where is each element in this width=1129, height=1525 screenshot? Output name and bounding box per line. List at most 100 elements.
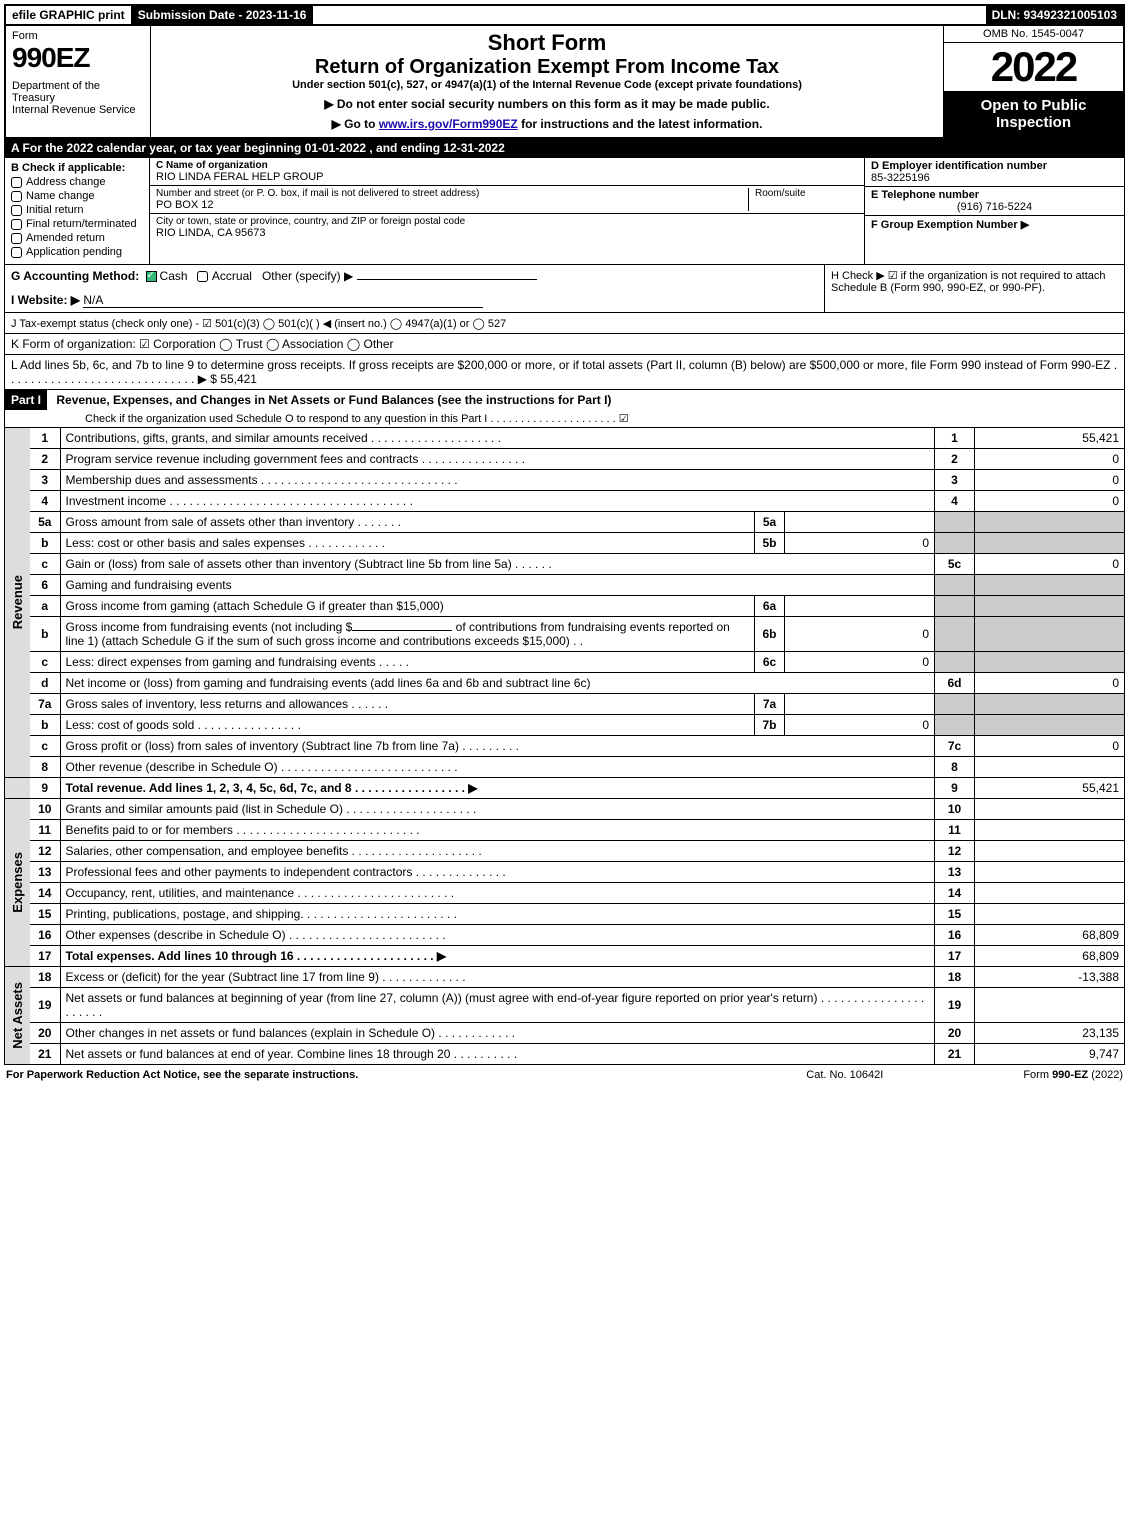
- line-5b-val: 0: [785, 533, 935, 554]
- line-21-desc: Net assets or fund balances at end of ye…: [60, 1044, 935, 1065]
- line-19-desc: Net assets or fund balances at beginning…: [60, 988, 935, 1023]
- telephone-cell: E Telephone number (916) 716-5224: [865, 187, 1124, 216]
- form-of-organization: K Form of organization: ☑ Corporation ◯ …: [4, 334, 1125, 355]
- line-15-desc: Printing, publications, postage, and shi…: [60, 904, 935, 925]
- b-label: B Check if applicable:: [11, 162, 143, 174]
- block-c-org: C Name of organization RIO LINDA FERAL H…: [150, 158, 864, 264]
- line-11-desc: Benefits paid to or for members . . . . …: [60, 820, 935, 841]
- line-4-desc: Investment income . . . . . . . . . . . …: [60, 491, 935, 512]
- header-right: OMB No. 1545-0047 2022 Open to Public In…: [943, 26, 1123, 137]
- part1-label: Part I: [5, 390, 47, 410]
- line-6d-val: 0: [975, 673, 1125, 694]
- line-17-desc: Total expenses. Add lines 10 through 16 …: [60, 946, 935, 967]
- line-7b-val: 0: [785, 715, 935, 736]
- line-8-val: [975, 757, 1125, 778]
- line-18-desc: Excess or (deficit) for the year (Subtra…: [60, 967, 935, 988]
- line-4-val: 0: [975, 491, 1125, 512]
- line-5c-val: 0: [975, 554, 1125, 575]
- city-cell: City or town, state or province, country…: [150, 214, 864, 241]
- line-7c-val: 0: [975, 736, 1125, 757]
- irs-link-line: ▶ Go to www.irs.gov/Form990EZ for instru…: [157, 117, 937, 131]
- line-15-val: [975, 904, 1125, 925]
- org-street: PO BOX 12: [156, 199, 748, 211]
- group-exemption-cell: F Group Exemption Number ▶: [865, 216, 1124, 264]
- line-5c-desc: Gain or (loss) from sale of assets other…: [60, 554, 935, 575]
- row-gh: G Accounting Method: Cash Accrual Other …: [4, 265, 1125, 313]
- org-city: RIO LINDA, CA 95673: [156, 227, 858, 239]
- chk-cash[interactable]: [146, 271, 157, 282]
- line-6a-desc: Gross income from gaming (attach Schedul…: [60, 596, 755, 617]
- line-14-val: [975, 883, 1125, 904]
- chk-name-change[interactable]: Name change: [11, 190, 143, 202]
- line-5a-val: [785, 512, 935, 533]
- line-2-val: 0: [975, 449, 1125, 470]
- paperwork-notice: For Paperwork Reduction Act Notice, see …: [6, 1069, 358, 1081]
- website-value: N/A: [83, 293, 483, 308]
- line-13-val: [975, 862, 1125, 883]
- line-1-num: 1: [30, 428, 60, 449]
- short-form-label: Short Form: [157, 30, 937, 56]
- dln: DLN: 93492321005103: [986, 6, 1123, 24]
- line-12-val: [975, 841, 1125, 862]
- line-21-val: 9,747: [975, 1044, 1125, 1065]
- chk-initial-return[interactable]: Initial return: [11, 204, 143, 216]
- line-9-val: 55,421: [975, 778, 1125, 799]
- tax-year: 2022: [944, 43, 1123, 91]
- line-14-desc: Occupancy, rent, utilities, and maintena…: [60, 883, 935, 904]
- line-1-desc: Contributions, gifts, grants, and simila…: [60, 428, 935, 449]
- row-a-tax-year: A For the 2022 calendar year, or tax yea…: [4, 139, 1125, 158]
- accounting-method: G Accounting Method: Cash Accrual Other …: [5, 265, 824, 312]
- open-inspection: Open to Public Inspection: [944, 91, 1123, 137]
- chk-application-pending[interactable]: Application pending: [11, 246, 143, 258]
- block-b-checkboxes: B Check if applicable: Address change Na…: [5, 158, 150, 264]
- org-name: RIO LINDA FERAL HELP GROUP: [156, 171, 858, 183]
- chk-amended-return[interactable]: Amended return: [11, 232, 143, 244]
- part1-header: Part I Revenue, Expenses, and Changes in…: [4, 390, 1125, 428]
- line-7b-desc: Less: cost of goods sold . . . . . . . .…: [60, 715, 755, 736]
- form-id-footer: Form 990-EZ (2022): [1023, 1069, 1123, 1081]
- gross-receipts: L Add lines 5b, 6c, and 7b to line 9 to …: [4, 355, 1125, 390]
- line-5a-desc: Gross amount from sale of assets other t…: [60, 512, 755, 533]
- line-10-val: [975, 799, 1125, 820]
- line-6a-val: [785, 596, 935, 617]
- line-6d-desc: Net income or (loss) from gaming and fun…: [60, 673, 935, 694]
- block-def: D Employer identification number 85-3225…: [864, 158, 1124, 264]
- line-3-val: 0: [975, 470, 1125, 491]
- ein-value: 85-3225196: [871, 172, 1118, 184]
- line-17-val: 68,809: [975, 946, 1125, 967]
- chk-address-change[interactable]: Address change: [11, 176, 143, 188]
- website-label: I Website: ▶: [11, 293, 80, 307]
- line-16-val: 68,809: [975, 925, 1125, 946]
- part1-sched-o: Check if the organization used Schedule …: [5, 410, 1124, 427]
- org-name-cell: C Name of organization RIO LINDA FERAL H…: [150, 158, 864, 186]
- line-13-desc: Professional fees and other payments to …: [60, 862, 935, 883]
- omb-number: OMB No. 1545-0047: [944, 26, 1123, 43]
- line-10-desc: Grants and similar amounts paid (list in…: [60, 799, 935, 820]
- form-number: 990EZ: [12, 42, 144, 74]
- page-footer: For Paperwork Reduction Act Notice, see …: [4, 1065, 1125, 1085]
- telephone-value: (916) 716-5224: [871, 201, 1118, 213]
- submission-date: Submission Date - 2023-11-16: [132, 6, 314, 24]
- line-1-val: 55,421: [975, 428, 1125, 449]
- schedule-b-check: H Check ▶ ☑ if the organization is not r…: [824, 265, 1124, 312]
- line-8-desc: Other revenue (describe in Schedule O) .…: [60, 757, 935, 778]
- line-7a-val: [785, 694, 935, 715]
- irs-link[interactable]: www.irs.gov/Form990EZ: [379, 117, 518, 131]
- line-18-val: -13,388: [975, 967, 1125, 988]
- line-5b-desc: Less: cost or other basis and sales expe…: [60, 533, 755, 554]
- form-title: Return of Organization Exempt From Incom…: [157, 56, 937, 79]
- street-cell: Number and street (or P. O. box, if mail…: [150, 186, 864, 214]
- line-16-desc: Other expenses (describe in Schedule O) …: [60, 925, 935, 946]
- line-2-desc: Program service revenue including govern…: [60, 449, 935, 470]
- efile-print-label[interactable]: efile GRAPHIC print: [6, 6, 132, 24]
- line-9-desc: Total revenue. Add lines 1, 2, 3, 4, 5c,…: [60, 778, 935, 799]
- line-6c-desc: Less: direct expenses from gaming and fu…: [60, 652, 755, 673]
- tax-exempt-status: J Tax-exempt status (check only one) - ☑…: [4, 313, 1125, 334]
- line-19-val: [975, 988, 1125, 1023]
- chk-accrual[interactable]: [197, 271, 208, 282]
- header-left: Form 990EZ Department of the Treasury In…: [6, 26, 151, 137]
- line-6-desc: Gaming and fundraising events: [60, 575, 935, 596]
- chk-final-return[interactable]: Final return/terminated: [11, 218, 143, 230]
- form-label: Form: [12, 30, 144, 42]
- ssn-warning: ▶ Do not enter social security numbers o…: [157, 97, 937, 111]
